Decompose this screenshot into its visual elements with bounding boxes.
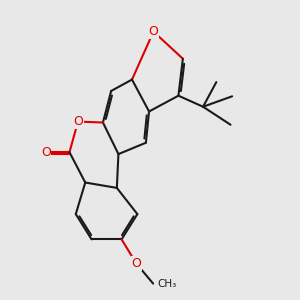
Text: O: O <box>73 115 83 128</box>
Text: CH₃: CH₃ <box>157 279 176 289</box>
Text: O: O <box>131 257 141 270</box>
Text: O: O <box>148 25 158 38</box>
Text: O: O <box>41 146 51 159</box>
